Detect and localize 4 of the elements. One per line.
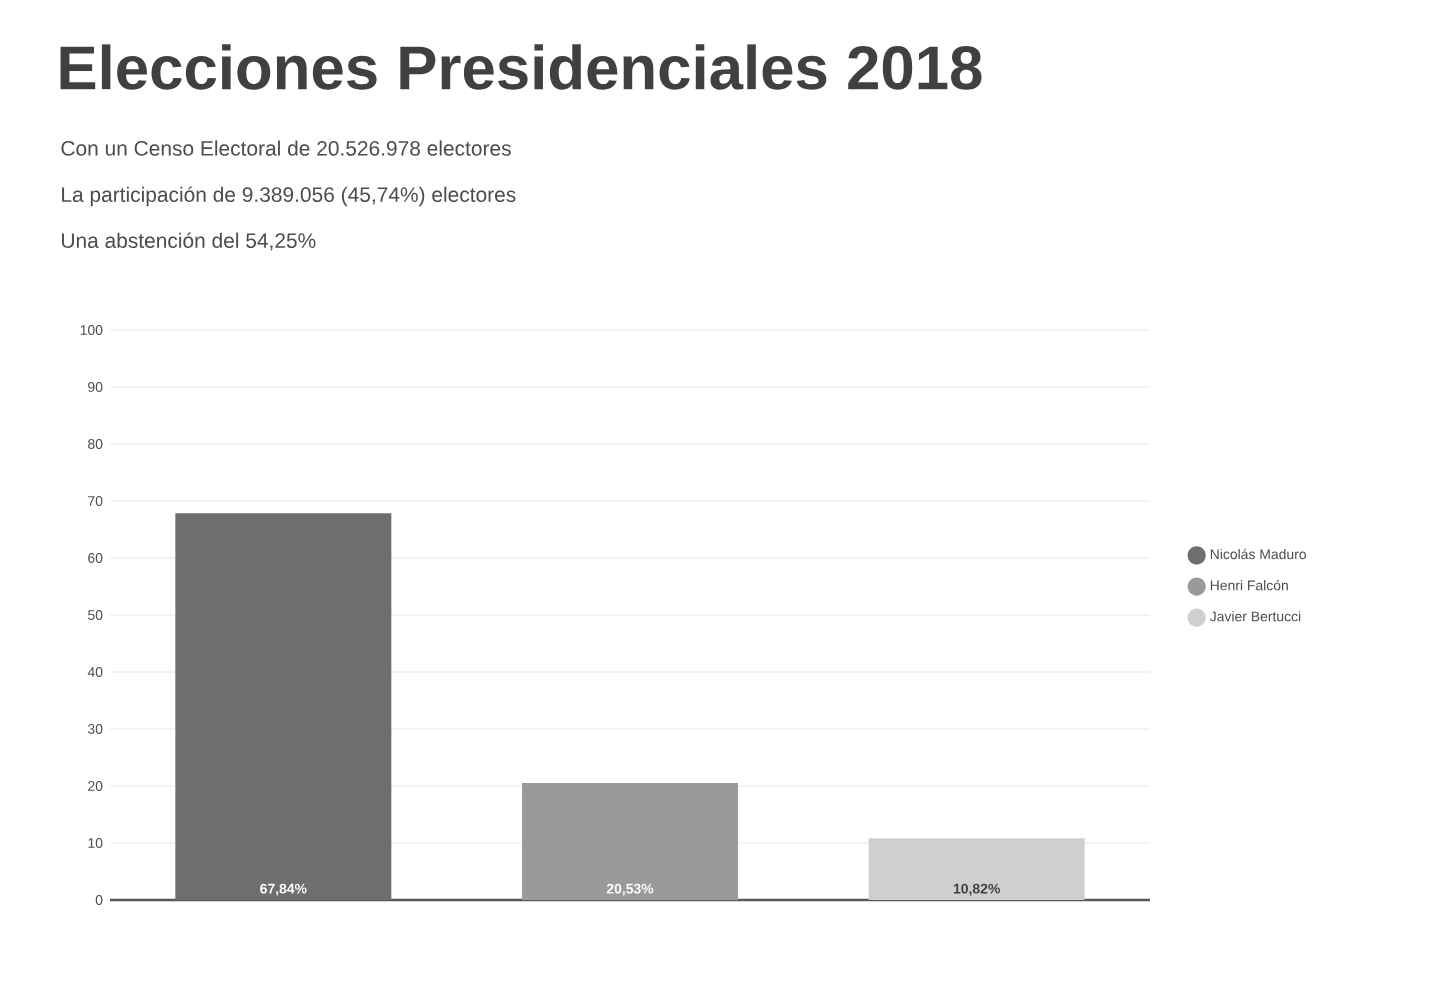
text: La participación de 9.389.056 (45,74%) electores <box>62 186 516 207</box>
text: Una abstención del 54,25% <box>62 232 316 251</box>
chart-subtitle: Con un Censo Electoral de 20.526.978 electores <box>61 140 511 156</box>
chart-title: Elecciones Presidenciales 2018 <box>60 44 982 90</box>
